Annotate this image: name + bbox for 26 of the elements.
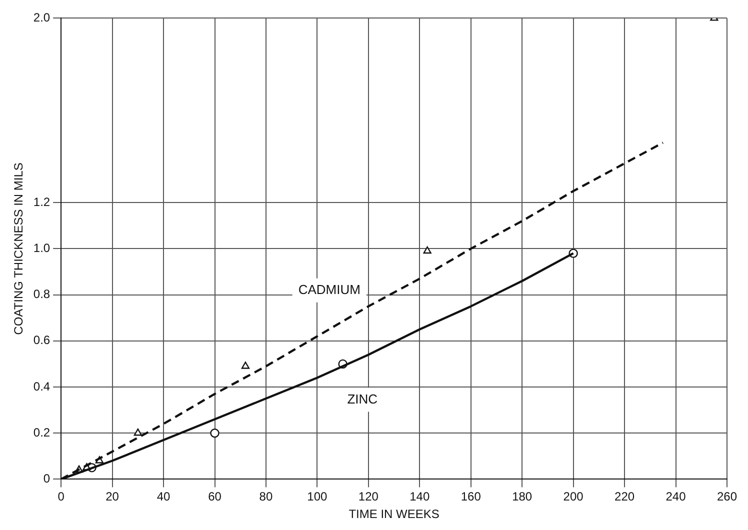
y-axis-title: COATING THICKNESS IN MILS [12, 162, 26, 335]
y-tick-label: 0.2 [33, 425, 50, 440]
y-tick-label: 1.2 [33, 194, 50, 209]
x-tick-label: 60 [208, 490, 222, 504]
y-tick-label: 2.0 [33, 10, 50, 25]
x-tick-label: 40 [156, 490, 171, 504]
x-tick-label: 220 [614, 490, 635, 504]
x-tick-label: 140 [410, 490, 430, 504]
x-tick-label: 120 [358, 490, 379, 504]
x-tick-label: 0 [58, 490, 65, 504]
x-tick-label: 100 [307, 490, 328, 504]
x-tick-label: 240 [666, 490, 686, 504]
x-tick-label: 160 [460, 490, 482, 504]
x-tick-label: 260 [716, 490, 738, 504]
x-tick-label: 20 [106, 490, 120, 504]
x-axis-title: TIME IN WEEKS [348, 507, 440, 522]
y-tick-label: 1.0 [33, 241, 50, 256]
series-label: CADMIUM [298, 282, 360, 297]
x-tick-label: 180 [512, 490, 532, 504]
y-tick-label: 0.6 [33, 333, 50, 348]
y-tick-label: 0.4 [33, 379, 50, 394]
x-tick-label: 200 [563, 490, 584, 504]
y-tick-label: 0.8 [33, 287, 50, 302]
x-tick-label: 80 [259, 490, 273, 504]
series-label: ZINC [347, 391, 378, 406]
y-tick-label: 0 [43, 472, 50, 486]
